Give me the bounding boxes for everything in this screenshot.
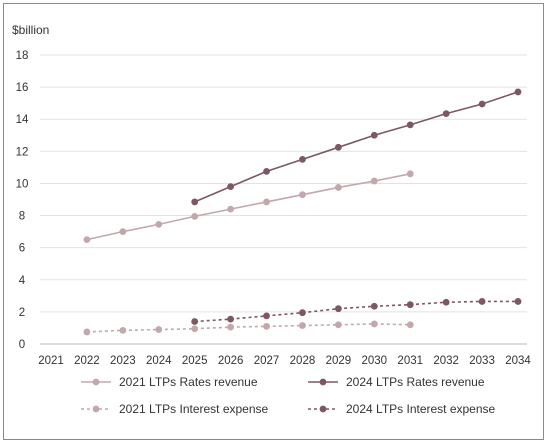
data-point (370, 302, 378, 310)
series-3 (83, 320, 414, 336)
x-tick-label: 2034 (505, 355, 531, 367)
legend-marker (92, 378, 100, 386)
data-point (334, 184, 342, 191)
data-point (370, 320, 378, 328)
legend-item: 2021 LTPs Rates revenue (81, 375, 258, 389)
data-point (406, 301, 414, 309)
data-point (263, 198, 270, 206)
series-line (86, 323, 411, 333)
data-point (227, 323, 235, 331)
legend-label: 2024 LTPs Rates revenue (346, 375, 485, 389)
y-axis-label: $billion (12, 23, 49, 37)
x-tick-label: 2025 (182, 355, 208, 367)
x-tick-label: 2030 (362, 355, 388, 367)
x-tick-label: 2024 (146, 355, 172, 367)
y-tick-label: 16 (16, 82, 29, 94)
data-point (370, 131, 378, 139)
data-point (370, 177, 378, 185)
chart-frame (3, 3, 544, 440)
data-point (442, 298, 450, 306)
data-point (514, 88, 522, 96)
y-tick-label: 6 (19, 243, 25, 255)
data-point (334, 143, 342, 151)
series-4 (191, 298, 522, 325)
y-tick-label: 14 (16, 114, 29, 126)
data-point (227, 183, 235, 191)
x-tick-label: 2022 (74, 355, 100, 367)
series-2 (191, 88, 522, 206)
y-tick-label: 8 (19, 211, 25, 223)
data-point (334, 305, 342, 313)
data-point (191, 198, 199, 206)
x-tick-label: 2021 (38, 355, 64, 367)
data-point (227, 315, 235, 323)
data-point (299, 191, 306, 199)
legend-item: 2024 LTPs Interest expense (308, 402, 496, 416)
y-tick-label: 2 (19, 307, 25, 319)
data-point (83, 328, 91, 336)
data-point (83, 236, 91, 244)
data-point (442, 110, 450, 118)
data-point (119, 326, 127, 334)
x-tick-label: 2023 (110, 355, 136, 367)
legend-label: 2024 LTPs Interest expense (346, 402, 496, 416)
data-point (406, 121, 414, 129)
x-tick-label: 2031 (397, 355, 423, 367)
data-point (478, 100, 486, 108)
series-1 (83, 170, 414, 244)
data-point (263, 168, 270, 175)
legend-label: 2021 LTPs Interest expense (119, 402, 269, 416)
data-point (155, 326, 163, 333)
legend-marker (319, 405, 327, 413)
y-tick-label: 10 (16, 178, 29, 190)
data-point (299, 322, 306, 329)
x-tick-label: 2027 (254, 355, 280, 367)
series-line (86, 173, 411, 241)
legend-marker (92, 405, 100, 413)
y-tick-label: 18 (16, 50, 29, 62)
x-tick-label: 2033 (469, 355, 495, 367)
series-line (194, 300, 518, 323)
x-tick-label: 2026 (218, 355, 244, 367)
legend-item: 2024 LTPs Rates revenue (308, 375, 485, 389)
data-point (299, 155, 306, 163)
data-point (263, 322, 270, 330)
data-point (406, 321, 414, 329)
y-tick-label: 4 (19, 275, 26, 287)
data-point (191, 212, 199, 220)
x-tick-label: 2028 (290, 355, 316, 367)
x-tick-label: 2032 (433, 355, 459, 367)
data-point (191, 325, 199, 333)
y-tick-label: 12 (16, 146, 29, 158)
data-point (191, 318, 199, 325)
data-point (227, 205, 235, 213)
legend-label: 2021 LTPs Rates revenue (119, 375, 258, 389)
legend-marker (319, 378, 327, 386)
series-line (194, 91, 519, 203)
data-point (299, 309, 306, 317)
data-point (406, 170, 414, 178)
legend-item: 2021 LTPs Interest expense (81, 402, 269, 416)
data-point (478, 298, 486, 305)
data-point (334, 321, 342, 329)
x-tick-label: 2029 (326, 355, 352, 367)
data-point (155, 220, 163, 228)
y-tick-label: 0 (19, 339, 25, 351)
data-point (514, 298, 522, 305)
data-point (119, 228, 127, 236)
data-point (263, 312, 270, 320)
